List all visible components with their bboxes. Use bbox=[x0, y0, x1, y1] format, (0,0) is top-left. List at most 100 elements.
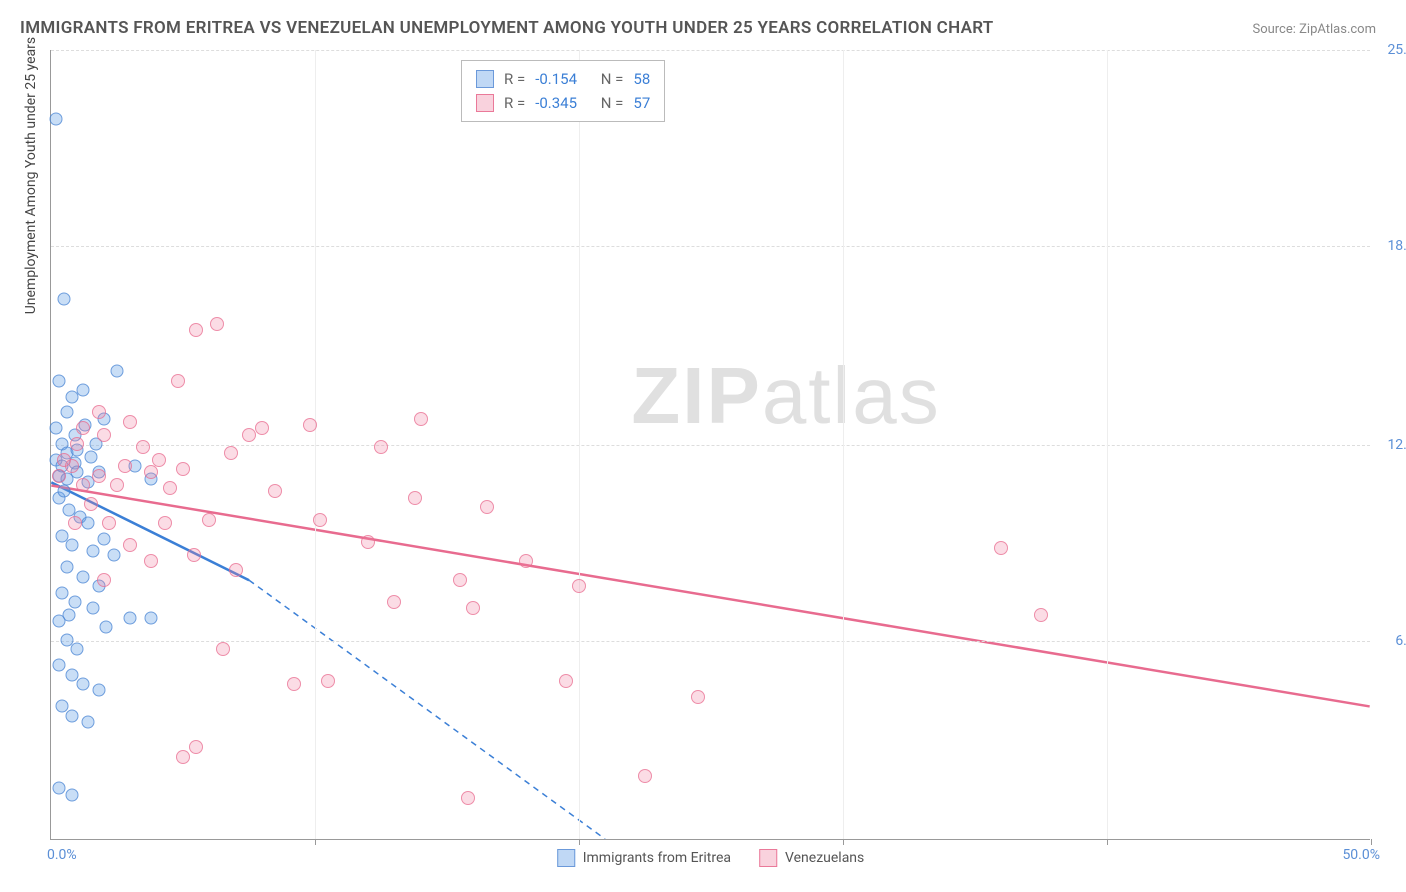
data-point-blue bbox=[52, 374, 65, 387]
data-point-pink bbox=[68, 516, 82, 530]
data-point-pink bbox=[466, 601, 480, 615]
data-point-blue bbox=[52, 782, 65, 795]
data-point-pink bbox=[559, 674, 573, 688]
chart-title: IMMIGRANTS FROM ERITREA VS VENEZUELAN UN… bbox=[20, 18, 994, 38]
data-point-pink bbox=[176, 462, 190, 476]
watermark: ZIPatlas bbox=[631, 350, 940, 442]
data-point-pink bbox=[76, 478, 90, 492]
data-point-blue bbox=[124, 611, 137, 624]
data-point-pink bbox=[189, 740, 203, 754]
data-point-pink bbox=[187, 548, 201, 562]
data-point-pink bbox=[110, 478, 124, 492]
legend-item-pink: Venezuelans bbox=[759, 849, 864, 867]
data-point-pink bbox=[97, 428, 111, 442]
stats-legend: R = -0.154 N = 58 R = -0.345 N = 57 bbox=[461, 60, 665, 122]
data-point-pink bbox=[158, 516, 172, 530]
data-point-pink bbox=[414, 412, 428, 426]
data-point-pink bbox=[313, 513, 327, 527]
data-point-blue bbox=[87, 545, 100, 558]
data-point-pink bbox=[242, 428, 256, 442]
data-point-blue bbox=[145, 611, 158, 624]
data-point-pink bbox=[691, 690, 705, 704]
r-value: -0.154 bbox=[535, 67, 577, 91]
legend-item-blue: Immigrants from Eritrea bbox=[557, 849, 731, 867]
data-point-pink bbox=[453, 573, 467, 587]
data-point-pink bbox=[255, 421, 269, 435]
data-point-pink bbox=[189, 323, 203, 337]
data-point-blue bbox=[55, 586, 68, 599]
y-tick-label: 6.3% bbox=[1395, 633, 1406, 649]
data-point-pink bbox=[118, 459, 132, 473]
data-point-pink bbox=[210, 317, 224, 331]
r-value: -0.345 bbox=[535, 91, 577, 115]
data-point-blue bbox=[71, 643, 84, 656]
data-point-pink bbox=[321, 674, 335, 688]
data-point-blue bbox=[52, 659, 65, 672]
n-label: N = bbox=[601, 67, 624, 91]
data-point-pink bbox=[52, 469, 66, 483]
data-point-pink bbox=[224, 446, 238, 460]
data-point-blue bbox=[66, 709, 79, 722]
data-point-blue bbox=[108, 548, 121, 561]
stats-row-blue: R = -0.154 N = 58 bbox=[476, 67, 650, 91]
y-tick-label: 18.8% bbox=[1387, 238, 1406, 254]
swatch-blue-icon bbox=[476, 70, 494, 88]
data-point-blue bbox=[100, 621, 113, 634]
data-point-pink bbox=[144, 554, 158, 568]
data-point-pink bbox=[268, 484, 282, 498]
data-point-blue bbox=[81, 517, 94, 530]
data-point-blue bbox=[87, 602, 100, 615]
data-point-pink bbox=[144, 465, 158, 479]
r-label: R = bbox=[504, 67, 525, 91]
data-point-pink bbox=[136, 440, 150, 454]
data-point-blue bbox=[60, 406, 73, 419]
data-point-pink bbox=[461, 791, 475, 805]
data-point-blue bbox=[92, 684, 105, 697]
data-point-pink bbox=[123, 415, 137, 429]
data-point-pink bbox=[84, 497, 98, 511]
data-point-blue bbox=[66, 539, 79, 552]
r-label: R = bbox=[504, 91, 525, 115]
data-point-pink bbox=[176, 750, 190, 764]
data-point-pink bbox=[408, 491, 422, 505]
data-point-pink bbox=[229, 563, 243, 577]
data-point-blue bbox=[50, 422, 63, 435]
legend-label: Immigrants from Eritrea bbox=[583, 850, 731, 866]
data-point-pink bbox=[374, 440, 388, 454]
data-point-pink bbox=[519, 554, 533, 568]
data-point-blue bbox=[76, 570, 89, 583]
data-point-blue bbox=[81, 716, 94, 729]
data-point-blue bbox=[68, 596, 81, 609]
data-point-pink bbox=[152, 453, 166, 467]
swatch-pink-icon bbox=[476, 94, 494, 112]
source-label: Source: ZipAtlas.com bbox=[1252, 22, 1376, 37]
data-point-pink bbox=[92, 405, 106, 419]
data-point-blue bbox=[50, 112, 63, 125]
y-axis-title: Unemployment Among Youth under 25 years bbox=[23, 36, 39, 313]
legend-label: Venezuelans bbox=[785, 850, 864, 866]
stats-row-pink: R = -0.345 N = 57 bbox=[476, 91, 650, 115]
data-point-blue bbox=[58, 292, 71, 305]
data-point-pink bbox=[994, 541, 1008, 555]
data-point-pink bbox=[287, 677, 301, 691]
data-point-pink bbox=[92, 469, 106, 483]
x-axis-min-label: 0.0% bbox=[47, 847, 77, 863]
data-point-pink bbox=[163, 481, 177, 495]
data-point-pink bbox=[123, 538, 137, 552]
data-point-blue bbox=[111, 365, 124, 378]
n-value: 58 bbox=[633, 67, 650, 91]
data-point-blue bbox=[97, 532, 110, 545]
data-point-blue bbox=[66, 788, 79, 801]
data-point-pink bbox=[202, 513, 216, 527]
x-axis-max-label: 50.0% bbox=[1342, 847, 1380, 863]
data-point-pink bbox=[480, 500, 494, 514]
data-point-blue bbox=[76, 384, 89, 397]
watermark-zip: ZIP bbox=[631, 351, 761, 440]
y-tick-label: 12.5% bbox=[1387, 437, 1406, 453]
data-point-pink bbox=[171, 374, 185, 388]
swatch-blue-icon bbox=[557, 849, 575, 867]
data-point-pink bbox=[102, 516, 116, 530]
data-point-pink bbox=[303, 418, 317, 432]
data-point-pink bbox=[638, 769, 652, 783]
data-point-blue bbox=[63, 608, 76, 621]
